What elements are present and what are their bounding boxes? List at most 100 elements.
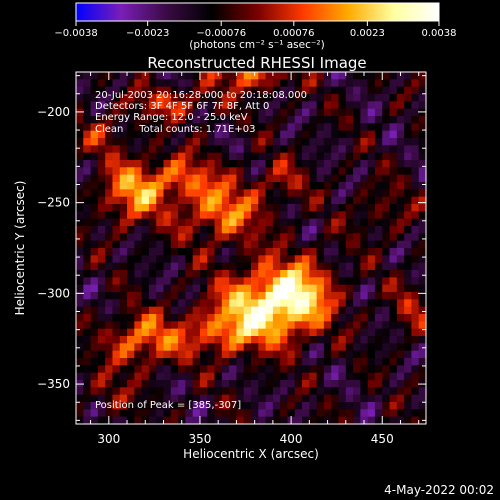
heatmap-cell <box>148 343 157 352</box>
heatmap-cell <box>367 336 376 344</box>
heatmap-cell <box>302 277 310 286</box>
heatmap-cell <box>163 343 172 352</box>
heatmap-cell <box>105 270 114 278</box>
heatmap-cell <box>360 372 369 381</box>
heatmap-cell <box>374 101 383 110</box>
heatmap-cell <box>272 189 281 198</box>
heatmap-cell <box>418 130 427 139</box>
heatmap-cell <box>148 321 157 330</box>
heatmap-cell <box>192 86 201 95</box>
heatmap-cell <box>178 358 186 366</box>
heatmap-cell <box>97 182 106 190</box>
heatmap-cell <box>418 358 427 366</box>
heatmap-cell <box>345 321 354 330</box>
heatmap-cell <box>221 204 230 212</box>
heatmap-cell <box>148 138 157 146</box>
heatmap-cell <box>331 138 340 146</box>
heatmap-cell <box>353 343 361 352</box>
heatmap-cell <box>141 409 150 418</box>
heatmap-cell <box>389 262 398 271</box>
heatmap-cell <box>382 321 391 330</box>
heatmap-cell <box>287 380 296 388</box>
heatmap-cell <box>418 365 427 374</box>
heatmap-cell <box>265 336 274 344</box>
heatmap-cell <box>280 108 289 117</box>
heatmap-cell <box>302 343 310 352</box>
heatmap-cell <box>353 233 361 242</box>
heatmap-cell <box>411 167 420 176</box>
heatmap-cell <box>316 380 325 388</box>
heatmap-cell <box>192 182 201 190</box>
heatmap-cell <box>127 145 135 154</box>
heatmap-cell <box>243 204 252 212</box>
heatmap-cell <box>156 306 165 315</box>
heatmap-cell <box>112 101 121 110</box>
heatmap-cell <box>360 196 369 205</box>
heatmap-cell <box>185 394 194 403</box>
heatmap-cell <box>272 358 281 366</box>
heatmap-cell <box>280 416 289 425</box>
heatmap-cell <box>302 130 310 139</box>
heatmap-cell <box>265 299 274 308</box>
heatmap-cell <box>105 160 114 168</box>
heatmap-cell <box>141 86 150 95</box>
heatmap-cell <box>112 152 121 161</box>
heatmap-cell <box>367 270 376 278</box>
heatmap-cell <box>302 138 310 146</box>
heatmap-cell <box>199 145 208 154</box>
heatmap-cell <box>119 211 128 220</box>
heatmap-cell <box>221 277 230 286</box>
heatmap-cell <box>76 79 84 88</box>
heatmap-cell <box>418 189 427 198</box>
heatmap-cell <box>229 160 238 168</box>
heatmap-cell <box>353 284 361 293</box>
heatmap-cell <box>127 402 135 410</box>
heatmap-cell <box>163 182 172 190</box>
heatmap-cell <box>389 123 398 132</box>
heatmap-cell <box>127 394 135 403</box>
heatmap-cell <box>97 233 106 242</box>
heatmap-cell <box>258 402 267 410</box>
heatmap-cell <box>199 94 208 102</box>
heatmap-cell <box>338 314 347 322</box>
heatmap-cell <box>105 130 114 139</box>
heatmap-cell <box>236 204 245 212</box>
heatmap-cell <box>258 130 267 139</box>
heatmap-cell <box>265 380 274 388</box>
x-tick-label: 350 <box>189 432 212 446</box>
heatmap-cell <box>134 138 143 146</box>
heatmap-cell <box>148 79 157 88</box>
heatmap-cell <box>90 292 99 300</box>
heatmap-cell <box>374 306 383 315</box>
heatmap-cell <box>170 138 179 146</box>
heatmap-cell <box>367 116 376 124</box>
heatmap-cell <box>338 306 347 315</box>
heatmap-cell <box>360 306 369 315</box>
heatmap-cell <box>360 167 369 176</box>
heatmap-cell <box>382 196 391 205</box>
heatmap-cell <box>178 240 186 249</box>
heatmap-cell <box>338 182 347 190</box>
heatmap-cell <box>389 284 398 293</box>
heatmap-cell <box>83 292 92 300</box>
heatmap-cell <box>338 284 347 293</box>
heatmap-cell <box>76 402 84 410</box>
heatmap-cell <box>229 306 238 315</box>
heatmap-cell <box>221 328 230 337</box>
heatmap-cell <box>382 350 391 359</box>
heatmap-cell <box>156 240 165 249</box>
heatmap-cell <box>76 101 84 110</box>
heatmap-cell <box>287 189 296 198</box>
heatmap-cell <box>258 145 267 154</box>
heatmap-cell <box>185 145 194 154</box>
heatmap-cell <box>411 328 420 337</box>
heatmap-cell <box>156 394 165 403</box>
heatmap-cell <box>396 336 405 344</box>
heatmap-cell <box>127 101 135 110</box>
heatmap-cell <box>316 130 325 139</box>
heatmap-cell <box>316 160 325 168</box>
heatmap-cell <box>302 292 310 300</box>
colorbar-tick-label: −0.00076 <box>196 28 246 39</box>
heatmap-cell <box>243 189 252 198</box>
heatmap-cell <box>345 358 354 366</box>
